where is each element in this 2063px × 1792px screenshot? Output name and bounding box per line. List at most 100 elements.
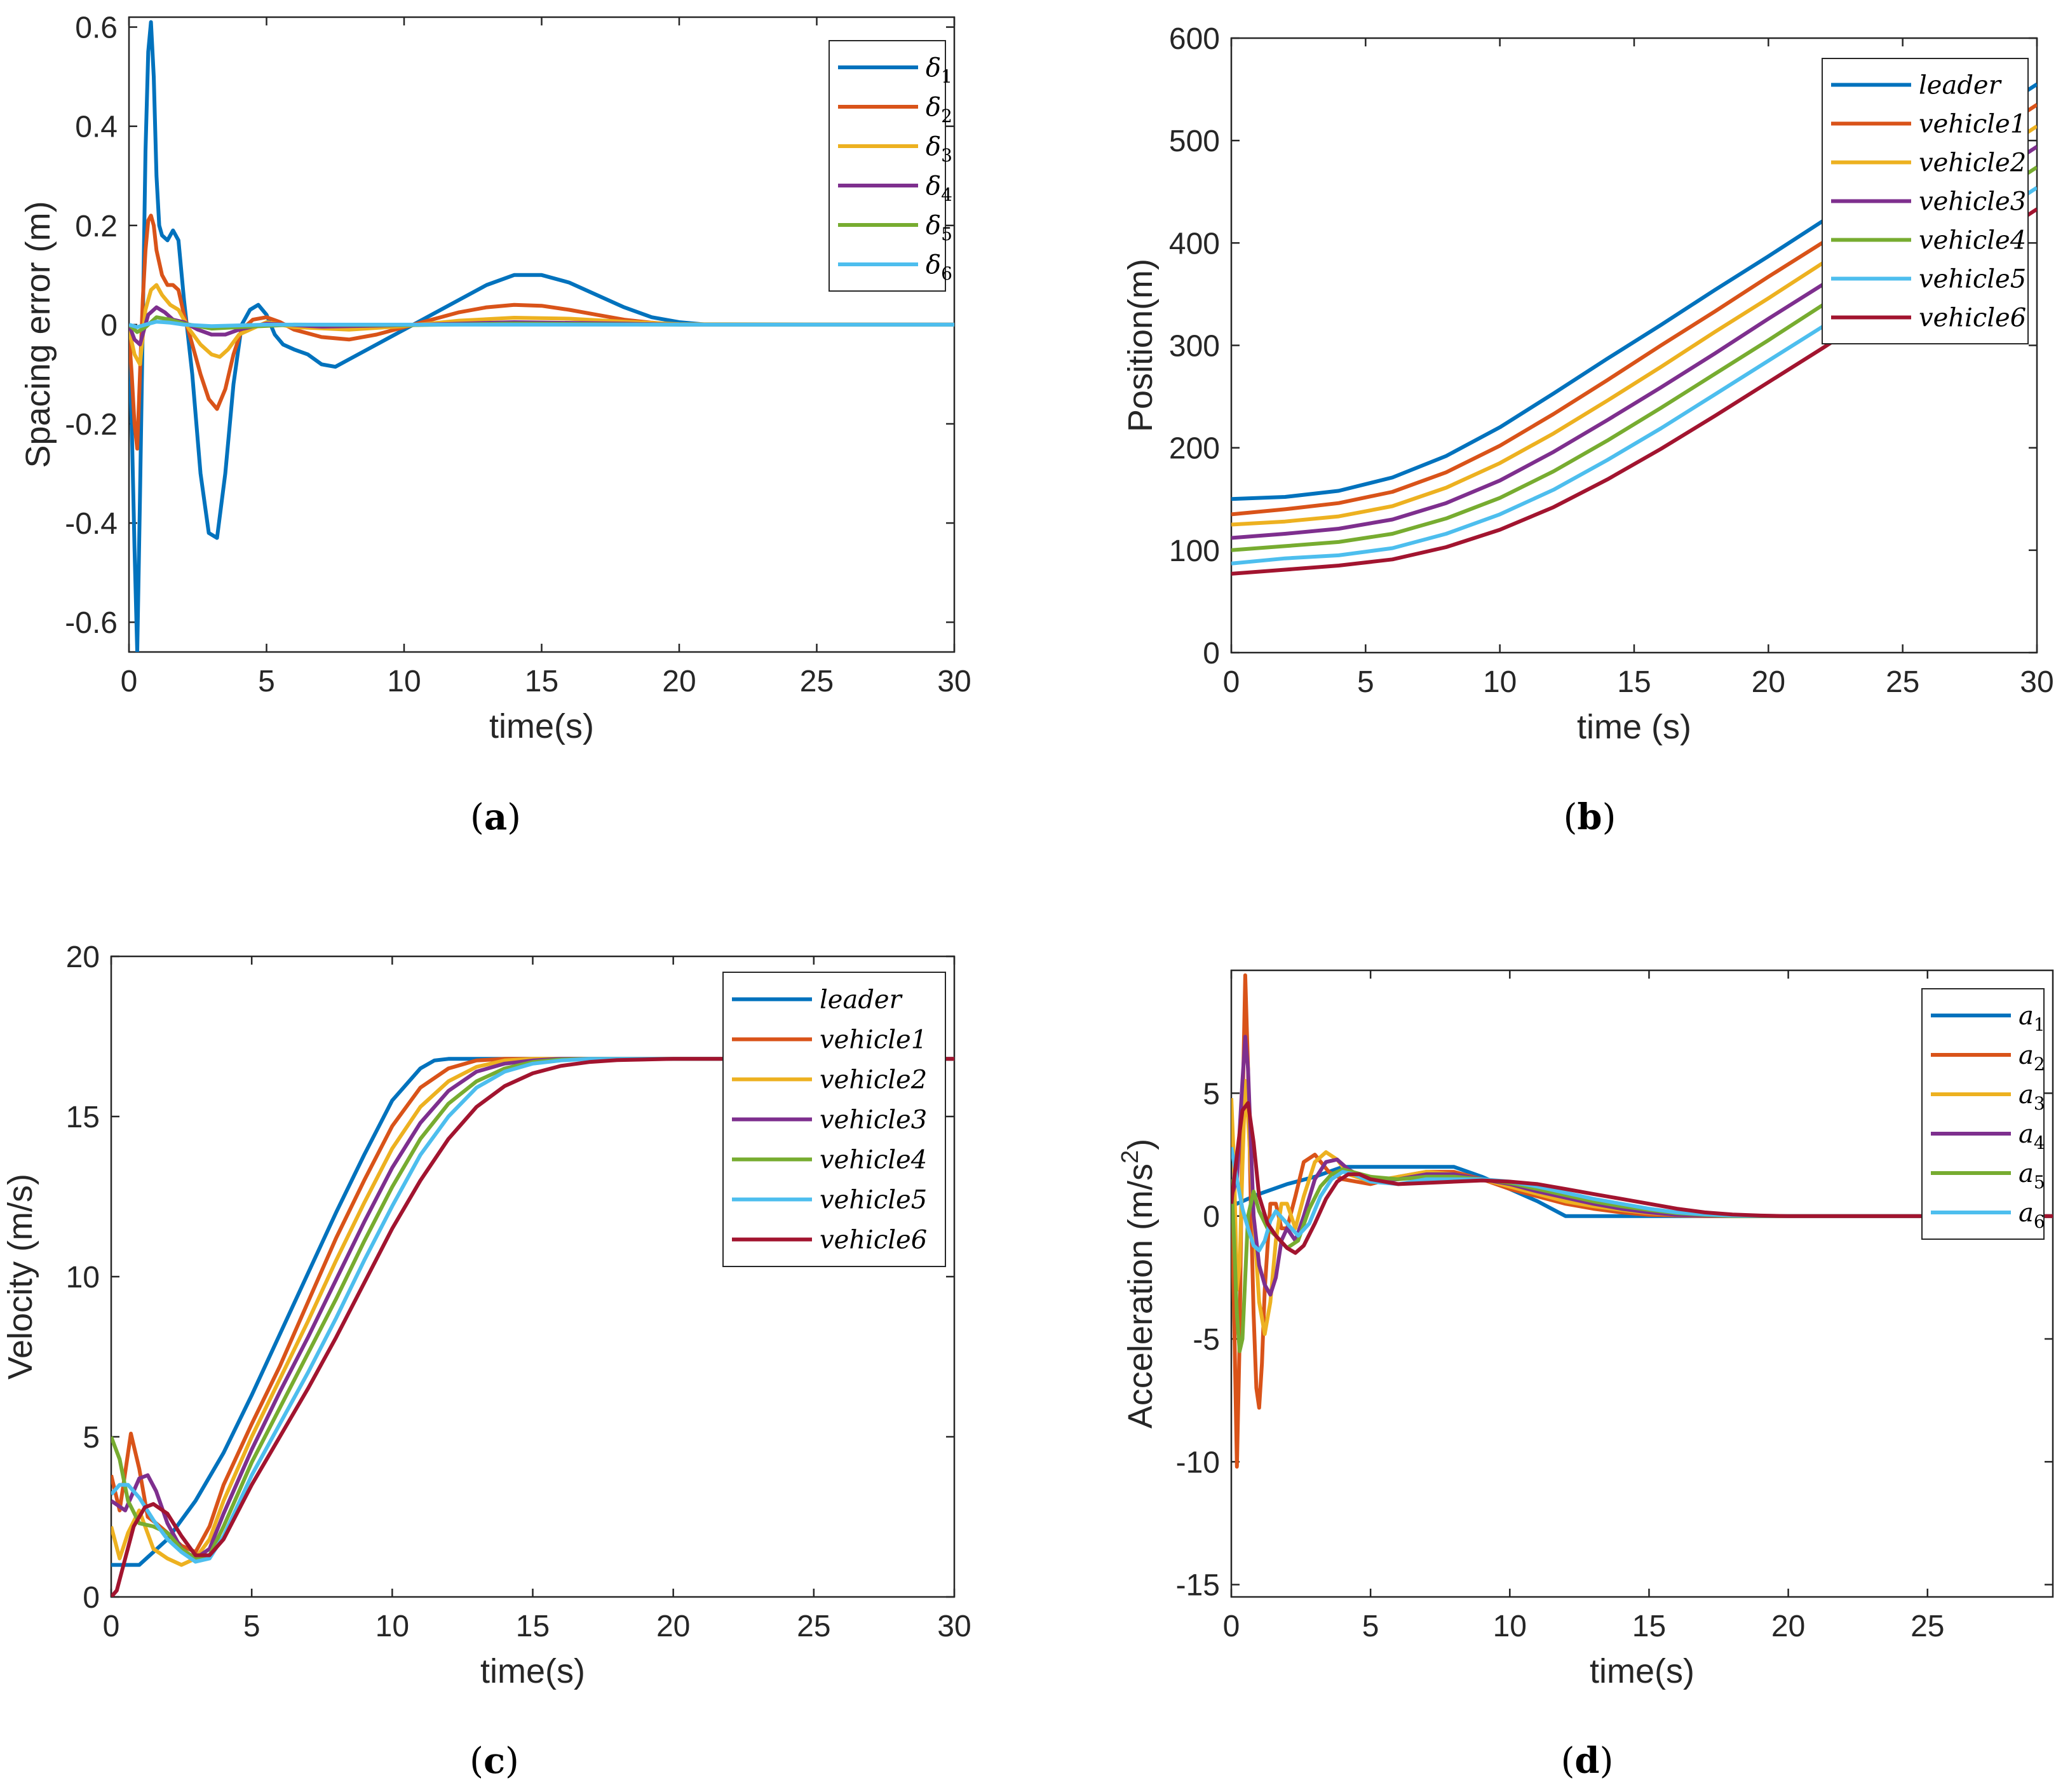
- legend-label: a1: [2019, 1001, 2045, 1035]
- x-axis-label: time(s): [1590, 1652, 1694, 1690]
- legend-label: δ5: [926, 211, 952, 245]
- series-line-vehicle4: [111, 1057, 954, 1561]
- y-tick-label: 200: [1169, 432, 1220, 466]
- y-tick-label: 600: [1169, 22, 1220, 56]
- x-tick-label: 10: [1483, 665, 1517, 699]
- x-tick-label: 20: [656, 1610, 690, 1643]
- x-tick-label: 5: [1362, 1610, 1379, 1643]
- chart-a: 0 5 10 15 20 25 30 -0.6 -0.4 -0.2 0 0.2 0.4 0.6 time(s…: [19, 11, 971, 838]
- x-tick-label: 5: [243, 1610, 260, 1643]
- x-tick-label: 30: [2020, 665, 2053, 699]
- chart-d: 0 5 10 15 20 25 -15 -10 -5 0 5 time(s) Acceleration …: [1117, 969, 2054, 1782]
- series-group: [1231, 973, 2053, 1469]
- legend-label: vehicle2: [1919, 149, 2026, 178]
- series-group: [111, 1057, 954, 1597]
- series-line-δ2: [129, 214, 954, 451]
- legend-box: [829, 40, 946, 292]
- legend: leader vehicle1 vehicle2 vehicle3 vehicle4 ve…: [722, 972, 946, 1267]
- y-tick-label: 10: [66, 1261, 100, 1294]
- y-tick-label: 5: [1203, 1077, 1220, 1111]
- y-axis-label: Acceleration (m/s2): [1117, 1139, 1160, 1429]
- x-tick-label: 25: [1886, 665, 1919, 699]
- x-tick-label: 10: [1493, 1610, 1527, 1643]
- x-axis-label: time(s): [480, 1652, 585, 1690]
- legend-label: vehicle6: [1919, 304, 2026, 333]
- y-tick-label: -10: [1176, 1446, 1220, 1479]
- legend-box: [1921, 988, 2045, 1240]
- plot-area: [1230, 969, 2054, 1598]
- y-axis-label: Position(m): [1121, 259, 1160, 432]
- legend-label: δ6: [926, 250, 952, 284]
- y-tick-label: 500: [1169, 125, 1220, 158]
- x-tick-label: 15: [525, 665, 558, 698]
- legend-label: vehicle5: [1919, 265, 2026, 294]
- y-tick-label: 5: [83, 1421, 100, 1455]
- y-axis-label: Spacing error (m): [19, 201, 57, 468]
- legend-label: vehicle1: [1919, 110, 2026, 139]
- series-line-vehicle3: [111, 1057, 954, 1561]
- legend-label: a6: [2019, 1198, 2045, 1232]
- y-tick-label: -15: [1176, 1569, 1220, 1603]
- series-group: [129, 20, 954, 652]
- series-line-δ1: [129, 20, 954, 652]
- x-tick-label: 5: [258, 665, 275, 698]
- legend-box: [1822, 58, 2029, 344]
- x-tick-label: 15: [1617, 665, 1651, 699]
- y-tick-label: 0.2: [75, 210, 118, 243]
- series-line-vehicle6: [111, 1057, 954, 1597]
- legend-label: leader: [820, 986, 903, 1015]
- legend-label: vehicle6: [820, 1226, 927, 1255]
- x-tick-label: 20: [1771, 1610, 1805, 1643]
- legend-label: leader: [1919, 71, 2003, 100]
- y-tick-label: 20: [66, 940, 100, 974]
- x-tick-label: 25: [800, 665, 834, 698]
- series-line-δ6: [129, 320, 954, 329]
- series-line-a1: [1231, 1165, 2053, 1218]
- series-line-vehicle2: [111, 1057, 954, 1567]
- legend-label: vehicle3: [820, 1106, 927, 1135]
- chart-c: 0 5 10 15 20 25 30 0 5 10 15 20 time(s) Velocity (m/s…: [1, 940, 971, 1782]
- x-tick-label: 30: [937, 665, 971, 698]
- series-line-vehicle5: [111, 1057, 954, 1564]
- plot-area: [128, 16, 956, 653]
- y-tick-label: 0.6: [75, 11, 118, 45]
- x-tick-label: 10: [375, 1610, 409, 1643]
- y-tick-label: -0.4: [65, 507, 118, 541]
- series-line-a6: [1231, 1146, 2053, 1252]
- series-line-δ3: [129, 283, 954, 367]
- y-tick-label: -0.2: [65, 408, 118, 442]
- y-tick-label: 0: [100, 309, 118, 343]
- x-tick-label: 10: [387, 665, 421, 698]
- x-tick-label: 0: [1223, 1610, 1240, 1643]
- y-tick-label: 0.4: [75, 111, 118, 144]
- x-tick-label: 20: [1752, 665, 1785, 699]
- legend-label: vehicle4: [820, 1146, 927, 1175]
- series-line-a4: [1231, 1035, 2053, 1297]
- series-line-vehicle1: [111, 1057, 954, 1554]
- x-tick-label: 25: [1911, 1610, 1944, 1643]
- x-tick-label: 5: [1357, 665, 1374, 699]
- y-tick-label: 0: [1203, 1200, 1220, 1234]
- y-axis-label: Velocity (m/s): [1, 1174, 39, 1380]
- y-tick-label: 300: [1169, 330, 1220, 363]
- x-tick-label: 0: [121, 665, 138, 698]
- x-tick-label: 15: [1632, 1610, 1666, 1643]
- x-tick-label: 20: [662, 665, 696, 698]
- x-tick-label: 15: [516, 1610, 550, 1643]
- x-axis-label: time(s): [489, 707, 594, 745]
- caption: (c): [470, 1740, 519, 1782]
- x-tick-label: 0: [103, 1610, 120, 1643]
- legend-label: a4: [2019, 1120, 2045, 1153]
- legend-label: vehicle2: [820, 1066, 927, 1095]
- legend: leader vehicle1 vehicle2 vehicle3 vehicle4 ve…: [1822, 58, 2029, 344]
- legend: a1 a2 a3 a4 a5 a6: [1921, 988, 2045, 1240]
- legend-label: a3: [2019, 1080, 2045, 1114]
- legend-label: vehicle4: [1919, 226, 2026, 255]
- legend: δ1 δ2 δ3 δ4 δ5 δ6: [829, 40, 952, 292]
- caption: (b): [1564, 796, 1616, 838]
- legend-label: vehicle1: [820, 1026, 927, 1055]
- x-tick-label: 30: [937, 1610, 971, 1643]
- y-tick-label: 100: [1169, 534, 1220, 568]
